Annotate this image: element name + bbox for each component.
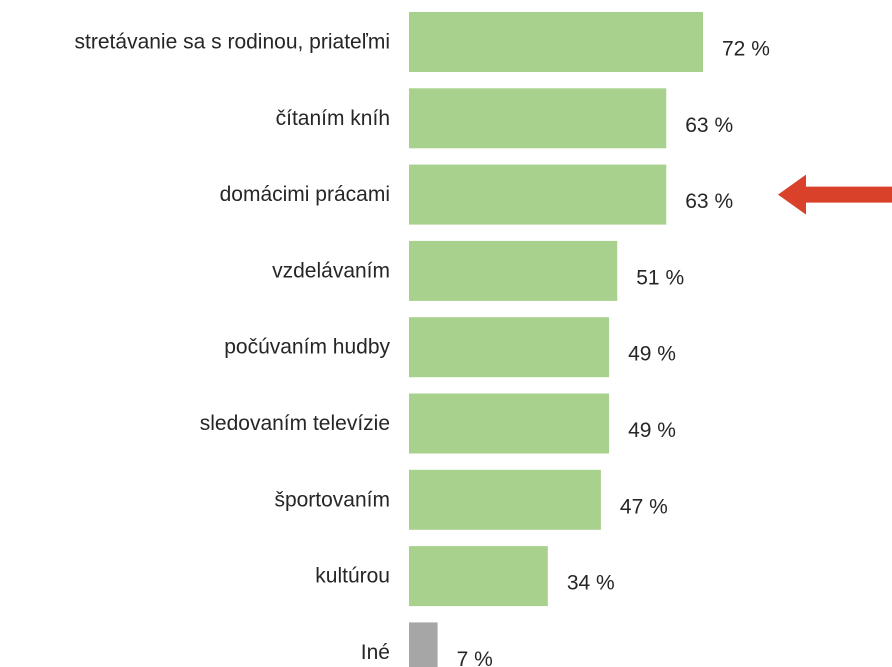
category-label: sledovaním televízie xyxy=(200,412,390,435)
value-label: 51 % xyxy=(636,266,684,289)
category-label: stretávanie sa s rodinou, priateľmi xyxy=(75,31,390,54)
bar xyxy=(409,469,601,530)
bar xyxy=(409,88,667,149)
category-label: športovaním xyxy=(274,488,390,511)
value-label: 49 % xyxy=(628,343,676,366)
bar xyxy=(409,546,548,607)
highlight-arrow xyxy=(778,174,892,215)
category-label: počúvaním hudby xyxy=(224,336,390,359)
category-label: domácimi prácami xyxy=(220,183,390,206)
value-label: 49 % xyxy=(628,419,676,442)
bar xyxy=(409,317,610,378)
bar xyxy=(409,240,618,301)
bar xyxy=(409,12,703,72)
value-label: 7 % xyxy=(457,648,493,667)
value-label: 63 % xyxy=(685,190,733,213)
bars xyxy=(409,12,703,667)
value-label: 34 % xyxy=(567,572,615,595)
category-labels: stretávanie sa s rodinou, priateľmi čítan… xyxy=(75,31,391,664)
bar xyxy=(409,164,667,225)
red-arrow-icon xyxy=(778,174,892,215)
category-label: Iné xyxy=(361,641,390,664)
bar xyxy=(409,622,438,667)
value-label: 72 % xyxy=(722,38,770,61)
value-labels: 72 % 63 % 63 % 51 % 49 % 49 % 47 % 34 % 7 % xyxy=(457,38,770,667)
value-label: 47 % xyxy=(620,495,668,518)
value-label: 63 % xyxy=(685,114,733,137)
category-label: kultúrou xyxy=(315,565,390,588)
category-label: čítaním kníh xyxy=(276,107,390,130)
category-label: vzdelávaním xyxy=(272,259,390,282)
bar xyxy=(409,393,610,454)
